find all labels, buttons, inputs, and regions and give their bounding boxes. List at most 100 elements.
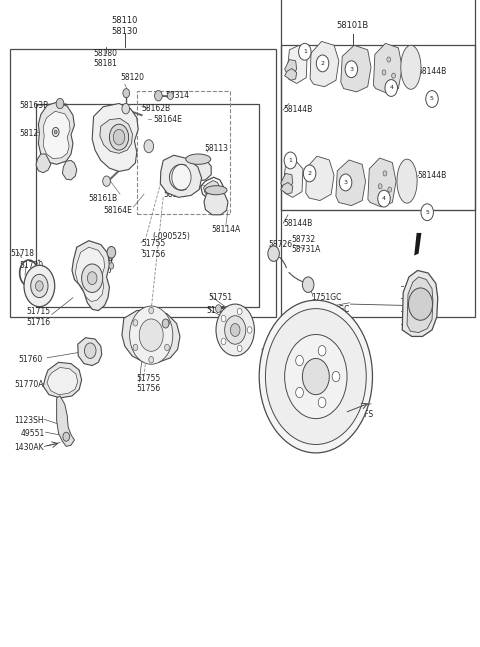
Circle shape: [225, 316, 246, 344]
Circle shape: [339, 174, 352, 191]
Circle shape: [54, 130, 57, 134]
Ellipse shape: [401, 45, 421, 89]
Polygon shape: [160, 155, 202, 197]
Polygon shape: [92, 104, 138, 171]
Polygon shape: [402, 270, 438, 336]
Polygon shape: [75, 247, 105, 302]
Text: 58144B: 58144B: [418, 171, 447, 181]
Text: 1430AK: 1430AK: [14, 443, 44, 452]
Circle shape: [172, 164, 191, 190]
Text: 58164E: 58164E: [103, 206, 132, 215]
Text: 11240
1129ED: 11240 1129ED: [143, 315, 173, 334]
Polygon shape: [57, 396, 74, 446]
Text: 4: 4: [382, 196, 386, 201]
Circle shape: [421, 204, 433, 221]
Text: 51715
51716: 51715 51716: [26, 307, 50, 327]
Circle shape: [109, 124, 129, 150]
Circle shape: [237, 308, 242, 314]
Text: 58162B: 58162B: [142, 104, 171, 113]
Text: 58114A: 58114A: [211, 225, 240, 234]
Text: 51720: 51720: [19, 261, 43, 270]
Text: 1751GC: 1751GC: [311, 293, 341, 302]
Polygon shape: [310, 41, 339, 87]
Text: 51770A: 51770A: [14, 380, 44, 389]
Text: 49551: 49551: [20, 429, 45, 438]
Circle shape: [426, 91, 438, 107]
Circle shape: [123, 89, 130, 98]
Text: 5: 5: [430, 96, 434, 102]
Circle shape: [139, 319, 163, 351]
Text: 3: 3: [344, 180, 348, 185]
Text: 58125: 58125: [19, 129, 43, 138]
Text: 58113: 58113: [204, 144, 228, 153]
Polygon shape: [341, 45, 371, 92]
Circle shape: [130, 306, 173, 364]
Circle shape: [318, 345, 326, 356]
Circle shape: [113, 129, 125, 145]
Polygon shape: [47, 367, 78, 395]
Polygon shape: [62, 160, 77, 180]
Text: 51751: 51751: [209, 293, 233, 302]
Circle shape: [296, 355, 303, 366]
Text: 58112: 58112: [163, 190, 187, 199]
Polygon shape: [43, 362, 82, 398]
Polygon shape: [281, 182, 293, 194]
Polygon shape: [414, 233, 421, 256]
Text: (-090525): (-090525): [153, 232, 191, 241]
Circle shape: [82, 264, 103, 292]
Polygon shape: [72, 241, 109, 311]
Circle shape: [383, 171, 387, 176]
Text: 1220FS: 1220FS: [346, 410, 374, 419]
Text: 1: 1: [303, 49, 307, 54]
Text: 1751GC: 1751GC: [319, 305, 349, 314]
Circle shape: [155, 91, 162, 101]
Text: 58314: 58314: [166, 91, 190, 100]
Polygon shape: [285, 60, 297, 76]
Text: 58151B: 58151B: [84, 254, 113, 263]
Text: 58144B: 58144B: [283, 219, 312, 228]
Polygon shape: [204, 190, 228, 215]
Text: 1360GJ: 1360GJ: [84, 264, 111, 273]
Circle shape: [87, 272, 97, 285]
Circle shape: [84, 343, 96, 358]
Circle shape: [162, 319, 169, 328]
Circle shape: [216, 304, 254, 356]
Polygon shape: [287, 45, 307, 83]
Circle shape: [268, 246, 279, 261]
Circle shape: [296, 388, 303, 398]
Circle shape: [149, 356, 154, 363]
Circle shape: [385, 80, 397, 96]
Circle shape: [303, 165, 316, 182]
Bar: [36, 104, 259, 307]
Circle shape: [378, 190, 390, 207]
Text: 58120: 58120: [120, 73, 144, 82]
Polygon shape: [336, 160, 366, 206]
Circle shape: [103, 176, 110, 186]
Circle shape: [302, 277, 314, 292]
Text: 51755
51756: 51755 51756: [142, 239, 166, 259]
Text: 58144B: 58144B: [418, 67, 447, 76]
Circle shape: [392, 73, 396, 78]
Circle shape: [408, 288, 432, 320]
Circle shape: [332, 371, 340, 382]
Bar: [10, 49, 276, 317]
Circle shape: [122, 104, 130, 114]
Circle shape: [247, 327, 252, 333]
Polygon shape: [373, 43, 402, 93]
Circle shape: [302, 358, 329, 395]
Text: 1: 1: [288, 158, 292, 163]
Circle shape: [378, 184, 382, 189]
Polygon shape: [43, 111, 70, 159]
Circle shape: [230, 324, 240, 336]
Circle shape: [316, 55, 329, 72]
Polygon shape: [204, 181, 220, 196]
Polygon shape: [78, 338, 102, 366]
Text: 58101B: 58101B: [336, 21, 369, 30]
Polygon shape: [122, 309, 180, 362]
Circle shape: [221, 338, 226, 345]
Polygon shape: [38, 102, 74, 164]
Text: 58144B: 58144B: [283, 105, 312, 115]
Circle shape: [221, 315, 226, 322]
Circle shape: [107, 247, 116, 258]
Ellipse shape: [205, 186, 227, 195]
